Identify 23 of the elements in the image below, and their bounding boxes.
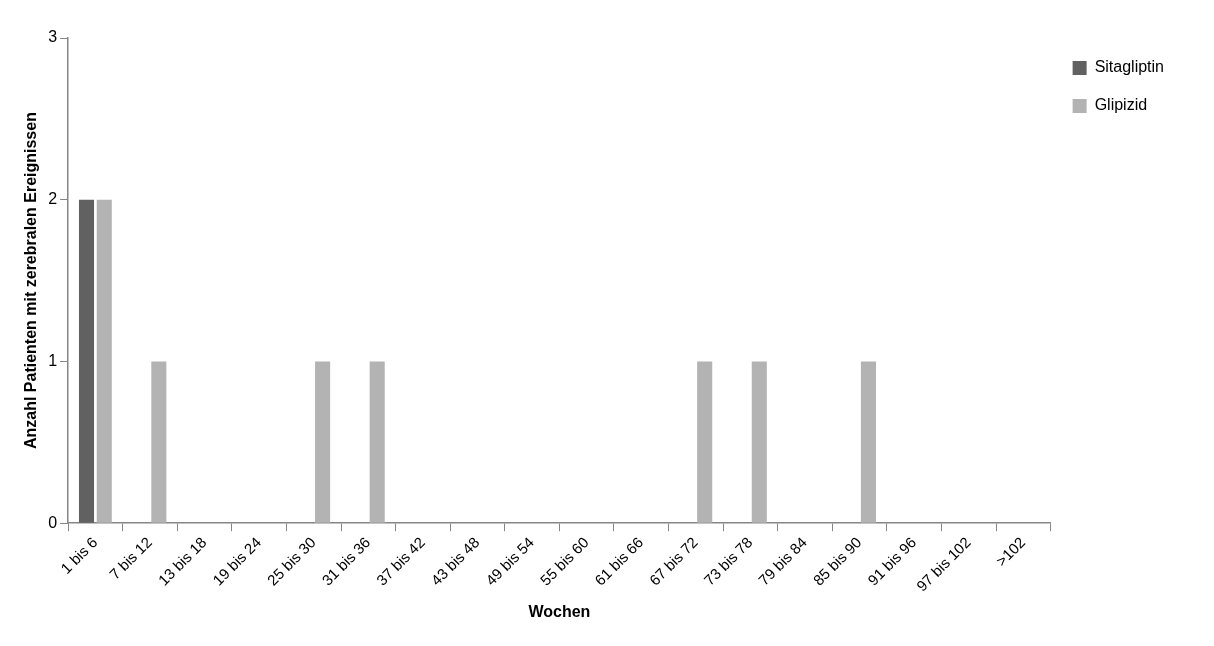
- x-tick-label: 7 bis 12: [105, 533, 156, 583]
- x-tick-label: 49 bis 54: [482, 533, 538, 589]
- y-tick-label: 2: [48, 190, 58, 208]
- x-tick-label: 19 bis 24: [209, 533, 265, 589]
- x-tick-label: 85 bis 90: [809, 533, 865, 589]
- y-tick-label: 0: [48, 513, 58, 531]
- x-tick-label: 79 bis 84: [754, 533, 811, 589]
- y-tick-label: 1: [48, 351, 58, 369]
- x-tick-label: 31 bis 36: [318, 533, 374, 589]
- y-axis-title: Anzahl Patienten mit zerebralen Ereignissen: [22, 112, 40, 450]
- x-tick-label: 13 bis 18: [154, 533, 210, 589]
- x-tick-label: 67 bis 72: [645, 533, 701, 589]
- x-tick-label: 1 bis 6: [57, 533, 101, 577]
- x-axis-title: Wochen: [528, 602, 591, 620]
- legend-label: Glipizid: [1094, 96, 1148, 114]
- y-tick-label: 3: [48, 28, 58, 46]
- x-tick-label: 43 bis 48: [427, 533, 483, 589]
- legend-label: Sitagliptin: [1094, 58, 1164, 76]
- x-tick-label: 55 bis 60: [536, 533, 592, 589]
- x-tick-label: 73 bis 78: [700, 533, 756, 589]
- x-tick-label: 37 bis 42: [372, 533, 428, 589]
- x-tick-label: 25 bis 30: [263, 533, 319, 589]
- x-tick-label: 61 bis 66: [591, 533, 647, 589]
